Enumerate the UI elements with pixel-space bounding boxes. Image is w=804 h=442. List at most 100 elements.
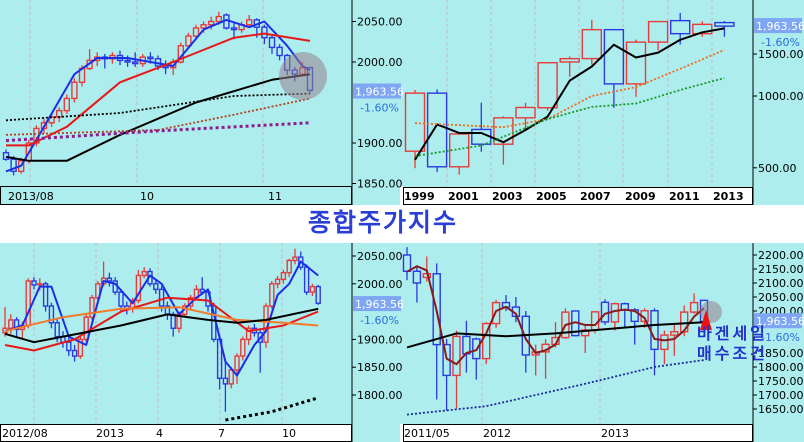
candle <box>581 19 602 65</box>
highlight-circle <box>279 52 327 100</box>
price-change: -1.60% <box>761 36 800 49</box>
plot-background <box>403 0 804 187</box>
moving-average-line <box>4 307 319 344</box>
candle-body <box>257 332 263 343</box>
candle-body <box>309 285 316 293</box>
candle <box>660 330 669 365</box>
candle-body <box>670 331 679 336</box>
candle-body <box>13 319 20 331</box>
x-tick-label: 1999 <box>404 190 435 203</box>
candle-body <box>245 19 253 26</box>
price-value: 1,963.56 <box>756 315 804 328</box>
candle-body <box>537 62 558 109</box>
y-tick-label: 2200.00 <box>758 249 804 262</box>
up-arrow-icon <box>700 310 712 330</box>
candle-body <box>493 117 514 145</box>
y-tick-label: 1800.00 <box>357 389 403 402</box>
candle <box>2 149 10 161</box>
moving-average-line <box>4 296 319 352</box>
candle-body <box>118 291 124 307</box>
candle-body <box>54 322 60 338</box>
candle <box>261 24 268 45</box>
candle-body <box>89 297 95 318</box>
candle <box>426 89 448 173</box>
candle-body <box>245 327 252 341</box>
candle-body <box>230 27 238 31</box>
candle <box>71 78 78 103</box>
candle <box>603 28 625 108</box>
candle-body <box>71 349 78 357</box>
candle <box>491 299 501 328</box>
candle <box>280 269 287 284</box>
candle-body <box>280 271 287 281</box>
annotation-line2: 매수조건 <box>697 344 768 363</box>
price-value: 1,963.56 <box>355 298 404 311</box>
price-badge <box>353 296 401 312</box>
candle-body <box>714 21 735 27</box>
candle-body <box>95 283 101 299</box>
price-badge <box>754 18 802 34</box>
candle-body <box>660 334 669 351</box>
candle <box>234 353 240 384</box>
candle <box>472 337 481 380</box>
candle <box>432 263 441 400</box>
candle <box>537 62 558 111</box>
candle <box>268 34 276 54</box>
candle-body <box>412 270 422 284</box>
y-tick-label: 1850.00 <box>357 178 403 191</box>
candle-body <box>77 338 84 357</box>
candle-body <box>185 35 192 47</box>
y-axis-area <box>352 243 400 442</box>
moving-average-line <box>5 73 311 162</box>
x-tick-label: 11 <box>268 190 282 203</box>
candle <box>692 21 713 37</box>
x-tick-label: 2012/08 <box>2 427 48 440</box>
moving-average-line <box>414 27 725 161</box>
candle-body <box>286 259 292 274</box>
candle-body <box>83 316 89 341</box>
candle-body <box>404 92 426 152</box>
moving-average-line <box>406 321 705 349</box>
moving-average-line <box>414 77 725 157</box>
candle-body <box>222 377 229 385</box>
y-tick-label: 1850.00 <box>357 361 403 374</box>
x-tick-label: 2005 <box>536 190 567 203</box>
x-axis-label-row <box>0 186 352 205</box>
candle-body <box>141 270 147 277</box>
candle-body <box>630 309 639 323</box>
price-badge <box>353 83 401 99</box>
moving-average-line <box>5 92 311 122</box>
candle <box>286 258 292 278</box>
y-tick-label: 1800.00 <box>758 361 804 374</box>
x-tick-label: 2011 <box>669 190 700 203</box>
candle <box>647 20 669 51</box>
candle-body <box>37 283 43 286</box>
candle <box>559 56 580 77</box>
y-axis-area <box>352 0 400 205</box>
candle-body <box>131 61 139 65</box>
candle <box>13 317 20 337</box>
y-tick-label: 500.00 <box>758 162 797 175</box>
y-axis-area <box>753 0 804 205</box>
x-tick-label: 2013 <box>601 427 629 440</box>
price-change: -1.60% <box>360 102 399 115</box>
candle-body <box>647 20 669 43</box>
y-tick-label: 2050.00 <box>758 291 804 304</box>
candle-body <box>292 256 298 262</box>
candle-body <box>31 280 37 286</box>
candle-body <box>147 56 154 60</box>
moving-average-line <box>406 359 705 416</box>
candle <box>274 276 281 289</box>
candle <box>131 52 139 67</box>
candle <box>625 39 647 97</box>
candle-body <box>581 28 602 60</box>
candle <box>315 284 321 305</box>
candle <box>269 281 275 309</box>
x-tick-label: 2003 <box>492 190 523 203</box>
y-tick-label: 2050.00 <box>357 250 403 263</box>
candle <box>292 248 298 265</box>
price-value: 1,963.56 <box>756 20 804 33</box>
price-value: 1,963.56 <box>355 86 404 99</box>
y-tick-label: 1900.00 <box>357 137 403 150</box>
